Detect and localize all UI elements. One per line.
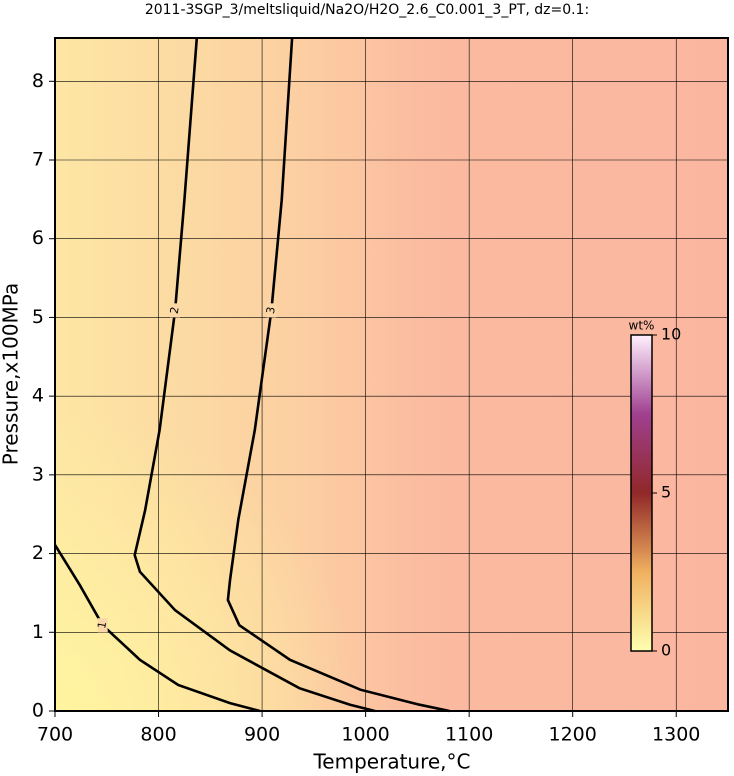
contour-label-bg [97,618,108,633]
plot-background-tint [55,38,728,711]
y-tick-label: 4 [32,385,44,407]
colorbar-tick-label: 5 [661,483,671,502]
colorbar-tick-label: 0 [661,641,671,660]
contour-label: 2 [168,306,182,315]
y-axis-label: Pressure,x100MPa [0,283,23,465]
x-tick-label: 800 [140,724,176,746]
x-axis-label: Temperature,°C [312,750,470,774]
y-tick-label: 2 [32,542,44,564]
y-tick-label: 6 [32,227,44,249]
colorbar-tick-label: 10 [661,325,681,344]
y-tick-label: 1 [32,621,44,643]
contour-label-bg [266,303,277,318]
colorbar-label: wt% [629,319,655,333]
y-tick-label: 3 [32,463,44,485]
contour-label: 1 [95,621,109,630]
contour-line [53,544,261,713]
y-tick-label: 7 [32,149,44,171]
x-tick-label: 900 [244,724,280,746]
contour-line [133,37,376,713]
contour-line [226,37,450,713]
x-tick-label: 1000 [341,724,389,746]
y-tick-label: 8 [32,70,44,92]
contour-label: 3 [264,306,278,315]
y-tick-label: 0 [32,700,44,722]
contour-label-bg [170,303,181,318]
chart-title: 2011-3SGP_3/meltsliquid/Na2O/H2O_2.6_C0.… [145,2,589,18]
x-tick-label: 1200 [549,724,597,746]
x-tick-label: 1300 [652,724,700,746]
x-tick-label: 700 [37,724,73,746]
plot-frame [54,37,729,712]
y-tick-label: 5 [32,306,44,328]
x-tick-label: 1100 [445,724,493,746]
colorbar [630,334,653,652]
